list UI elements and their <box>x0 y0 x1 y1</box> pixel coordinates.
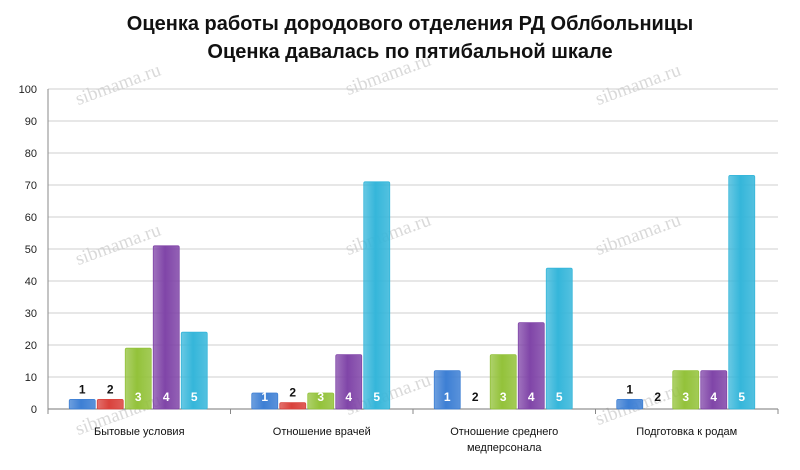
bar <box>545 267 573 410</box>
bar-label: 1 <box>261 390 268 404</box>
bar-label: 2 <box>289 386 296 400</box>
bar-label: 5 <box>556 390 563 404</box>
watermark-text: sibmama.ru <box>73 220 164 270</box>
bar-label: 3 <box>317 390 324 404</box>
x-category-label: Отношение среднего <box>450 426 558 438</box>
bar-label: 4 <box>163 390 170 404</box>
y-tick-label: 80 <box>25 148 37 160</box>
y-tick-label: 20 <box>25 340 37 352</box>
y-tick-label: 100 <box>19 84 37 96</box>
bar-label: 4 <box>345 390 352 404</box>
bar <box>279 402 307 410</box>
bar-label: 2 <box>472 390 479 404</box>
bar-label: 5 <box>373 390 380 404</box>
bar <box>489 354 517 410</box>
bar <box>363 181 391 410</box>
bar <box>96 398 124 410</box>
bar <box>152 245 180 410</box>
watermark-text: sibmama.ru <box>343 50 434 100</box>
x-category-label: Бытовые условия <box>94 426 185 438</box>
watermark-text: sibmama.ru <box>73 60 164 110</box>
y-tick-label: 40 <box>25 276 37 288</box>
y-tick-label: 0 <box>31 404 37 416</box>
bar-label: 1 <box>626 382 633 396</box>
bar-label: 1 <box>444 390 451 404</box>
bar <box>307 392 335 410</box>
bar-label: 5 <box>191 390 198 404</box>
x-category-label: Отношение врачей <box>273 426 371 438</box>
bar-label: 3 <box>500 390 507 404</box>
bar <box>517 322 545 410</box>
bar <box>616 398 644 410</box>
bar-label: 2 <box>654 390 661 404</box>
bar-label: 3 <box>682 390 689 404</box>
bar-label: 1 <box>79 382 86 396</box>
bar <box>335 354 363 410</box>
bar <box>700 370 728 410</box>
bar-label: 5 <box>738 390 745 404</box>
x-category-label: Подготовка к родам <box>636 426 737 438</box>
y-tick-label: 30 <box>25 308 37 320</box>
bar <box>728 174 756 410</box>
y-tick-label: 60 <box>25 212 37 224</box>
y-tick-label: 70 <box>25 180 37 192</box>
bar <box>433 370 461 410</box>
chart-subtitle: Оценка давалась по пятибальной шкале <box>207 41 613 63</box>
watermark-text: sibmama.ru <box>593 60 684 110</box>
bar <box>124 347 152 410</box>
bar <box>180 331 208 410</box>
bar-label: 4 <box>710 390 717 404</box>
y-tick-label: 50 <box>25 244 37 256</box>
bar <box>672 370 700 410</box>
bar-label: 3 <box>135 390 142 404</box>
bar <box>251 392 279 410</box>
y-tick-label: 10 <box>25 372 37 384</box>
bar <box>68 398 96 410</box>
bar-label: 2 <box>107 382 114 396</box>
chart-title: Оценка работы дородового отделения РД Об… <box>126 13 694 35</box>
y-tick-label: 90 <box>25 116 37 128</box>
bar-label: 4 <box>528 390 535 404</box>
x-category-label: медперсонала <box>467 442 542 454</box>
